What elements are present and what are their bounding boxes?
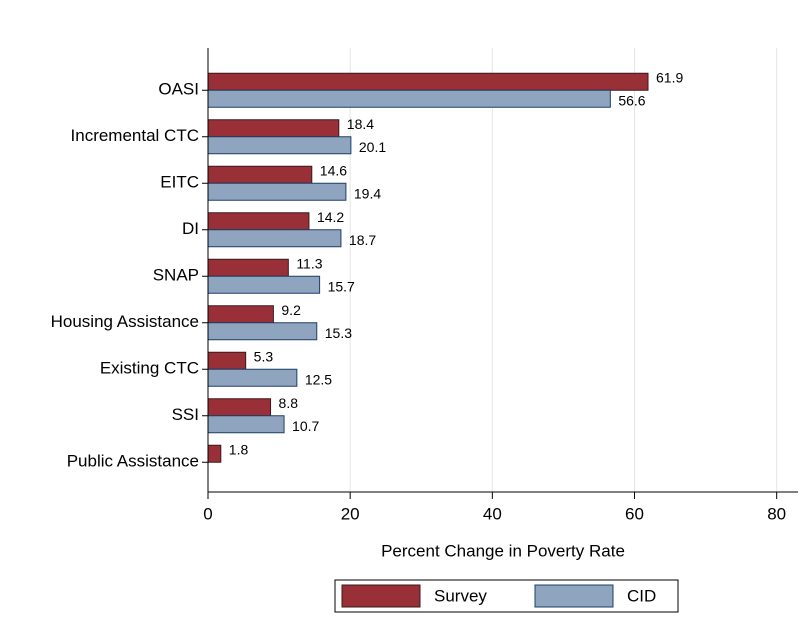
y-tick-label: SNAP xyxy=(153,266,199,285)
value-label: 14.2 xyxy=(317,209,344,225)
value-label: 14.6 xyxy=(320,162,347,178)
bar xyxy=(207,305,274,324)
bar xyxy=(207,119,340,138)
x-tick-label: 0 xyxy=(203,504,212,523)
value-label: 12.5 xyxy=(305,371,332,387)
value-label: 19.4 xyxy=(354,185,381,201)
value-label: 1.8 xyxy=(229,441,249,457)
value-label: 18.4 xyxy=(347,116,374,132)
bar xyxy=(207,351,247,370)
y-tick-label: EITC xyxy=(160,173,199,192)
bar xyxy=(207,368,298,387)
bar xyxy=(207,415,285,434)
bar xyxy=(207,398,272,417)
value-label: 10.7 xyxy=(292,418,319,434)
value-label: 9.2 xyxy=(281,302,301,318)
y-tick-label: OASI xyxy=(158,80,199,99)
value-label: 15.7 xyxy=(328,278,355,294)
bar xyxy=(207,165,313,184)
y-tick-label: Public Assistance xyxy=(67,452,199,471)
x-axis-label: Percent Change in Poverty Rate xyxy=(381,541,625,560)
value-label: 11.3 xyxy=(296,255,322,271)
value-label: 18.7 xyxy=(349,232,376,248)
x-tick-label: 60 xyxy=(625,504,644,523)
bar xyxy=(207,212,310,231)
legend-swatch xyxy=(534,584,614,608)
bar xyxy=(207,444,222,463)
value-label: 20.1 xyxy=(359,139,386,155)
bar xyxy=(207,229,342,248)
bar xyxy=(207,89,611,108)
x-tick-label: 40 xyxy=(483,504,502,523)
value-label: 61.9 xyxy=(656,69,683,85)
x-tick-label: 80 xyxy=(767,504,786,523)
value-label: 15.3 xyxy=(325,325,352,341)
y-tick-label: Existing CTC xyxy=(100,359,199,378)
bar xyxy=(207,322,318,341)
y-tick-label: Incremental CTC xyxy=(71,126,199,145)
x-tick-label: 20 xyxy=(341,504,360,523)
legend-swatch xyxy=(341,584,421,608)
legend-label: Survey xyxy=(434,586,487,605)
y-tick-label: Housing Assistance xyxy=(51,312,199,331)
legend-label: CID xyxy=(627,586,656,605)
bar xyxy=(207,275,321,294)
bar xyxy=(207,72,649,91)
bar xyxy=(207,258,289,277)
y-tick-label: DI xyxy=(182,219,199,238)
y-tick-label: SSI xyxy=(172,405,199,424)
bar xyxy=(207,182,347,201)
value-label: 5.3 xyxy=(254,348,274,364)
value-label: 56.6 xyxy=(618,92,645,108)
bar xyxy=(207,136,352,155)
value-label: 8.8 xyxy=(279,395,299,411)
